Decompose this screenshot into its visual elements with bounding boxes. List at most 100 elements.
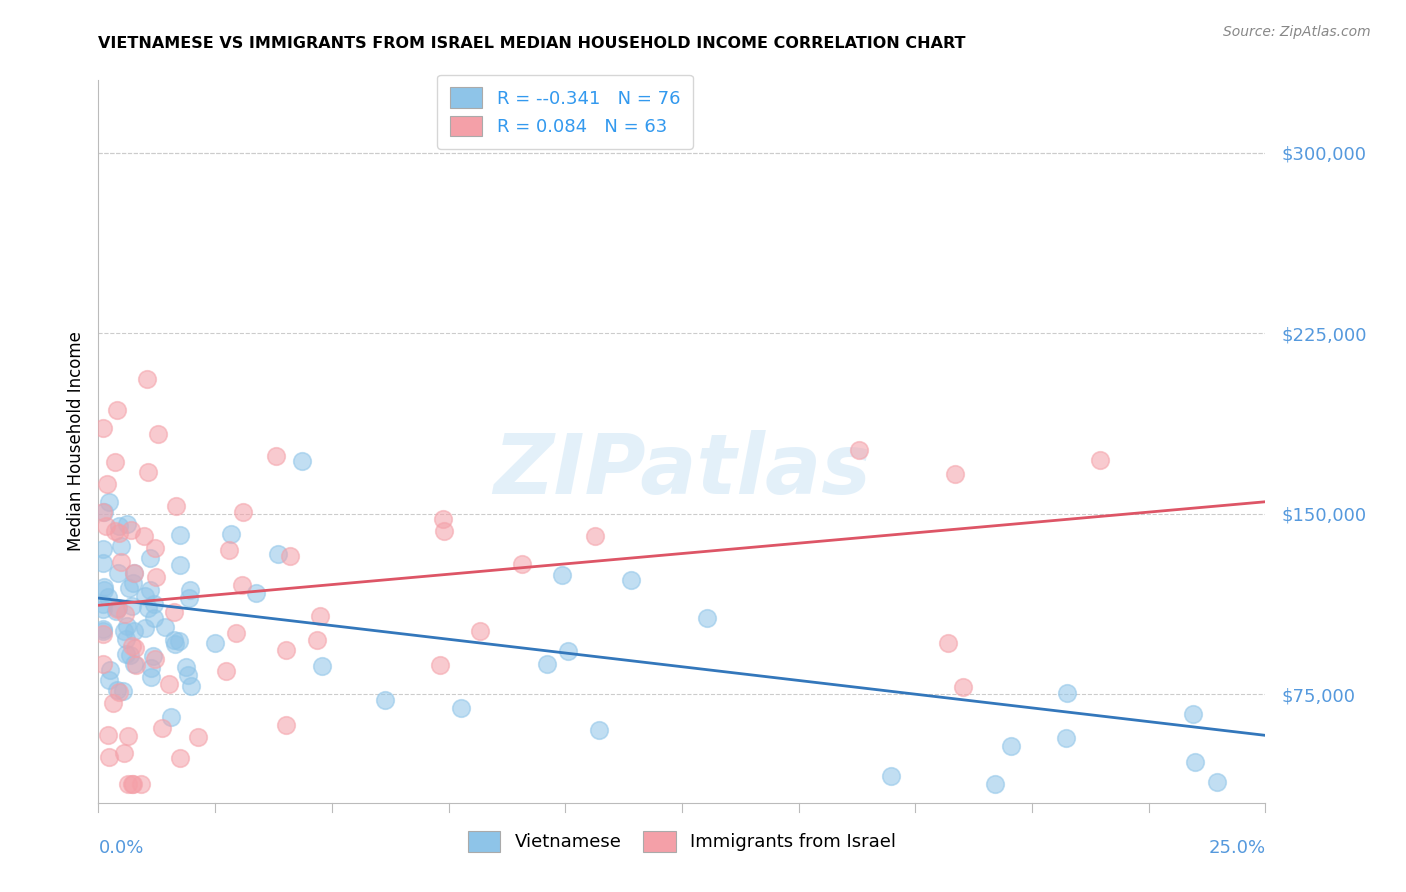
Point: [880, 768, 903, 782]
Text: ZIPatlas: ZIPatlas: [494, 430, 870, 511]
Point: [163, 633, 186, 648]
Point: [165, 500, 187, 514]
Point: [429, 657, 451, 672]
Point: [510, 557, 533, 571]
Point: [143, 597, 166, 611]
Point: [218, 543, 240, 558]
Point: [163, 605, 186, 619]
Point: [232, 505, 254, 519]
Point: [204, 636, 226, 650]
Point: [107, 566, 129, 581]
Point: [112, 746, 135, 760]
Point: [91, 602, 114, 616]
Point: [225, 626, 247, 640]
Point: [114, 648, 136, 662]
Point: [134, 621, 156, 635]
Point: [98, 495, 121, 509]
Point: [169, 751, 191, 765]
Point: [221, 527, 243, 541]
Text: VIETNAMESE VS IMMIGRANTS FROM ISRAEL MEDIAN HOUSEHOLD INCOME CORRELATION CHART: VIETNAMESE VS IMMIGRANTS FROM ISRAEL MED…: [98, 37, 966, 52]
Point: [118, 581, 141, 595]
Point: [107, 685, 129, 699]
Point: [374, 693, 396, 707]
Point: [124, 640, 146, 655]
Point: [121, 639, 143, 653]
Point: [557, 644, 579, 658]
Point: [583, 529, 606, 543]
Point: [112, 683, 135, 698]
Point: [91, 597, 114, 611]
Point: [93, 622, 115, 636]
Point: [943, 467, 966, 481]
Point: [984, 776, 1007, 790]
Point: [155, 620, 177, 634]
Point: [165, 637, 187, 651]
Point: [96, 519, 118, 533]
Point: [141, 660, 163, 674]
Point: [136, 465, 159, 479]
Legend: Vietnamese, Immigrants from Israel: Vietnamese, Immigrants from Israel: [461, 823, 903, 859]
Point: [108, 519, 131, 533]
Point: [267, 547, 290, 561]
Point: [91, 657, 114, 672]
Point: [187, 730, 209, 744]
Point: [308, 609, 330, 624]
Point: [91, 541, 114, 556]
Point: [129, 776, 152, 790]
Point: [105, 682, 128, 697]
Point: [139, 550, 162, 565]
Point: [588, 723, 610, 737]
Point: [121, 776, 143, 790]
Point: [936, 636, 959, 650]
Point: [1000, 739, 1022, 753]
Point: [264, 449, 287, 463]
Point: [148, 427, 170, 442]
Point: [91, 505, 114, 519]
Point: [93, 505, 115, 519]
Point: [120, 523, 142, 537]
Point: [115, 619, 138, 633]
Point: [1206, 774, 1229, 789]
Point: [1181, 706, 1204, 721]
Point: [142, 648, 165, 663]
Point: [105, 601, 128, 615]
Point: [174, 660, 197, 674]
Text: 0.0%: 0.0%: [98, 838, 143, 857]
Point: [169, 558, 191, 573]
Point: [143, 611, 166, 625]
Point: [1056, 686, 1078, 700]
Point: [180, 679, 202, 693]
Point: [620, 573, 643, 587]
Point: [122, 566, 145, 580]
Point: [105, 604, 128, 618]
Point: [91, 624, 114, 638]
Point: [433, 524, 456, 538]
Point: [179, 582, 201, 597]
Point: [114, 607, 136, 622]
Point: [98, 750, 121, 764]
Point: [122, 566, 145, 580]
Point: [117, 729, 139, 743]
Point: [97, 590, 120, 604]
Point: [122, 776, 145, 790]
Point: [122, 624, 145, 638]
Point: [121, 576, 143, 591]
Point: [450, 701, 472, 715]
Point: [139, 670, 162, 684]
Point: [177, 668, 200, 682]
Point: [98, 673, 121, 688]
Point: [132, 529, 155, 543]
Point: [696, 611, 718, 625]
Point: [305, 632, 328, 647]
Point: [104, 455, 127, 469]
Point: [215, 665, 238, 679]
Point: [143, 652, 166, 666]
Point: [91, 421, 114, 435]
Point: [93, 583, 115, 598]
Point: [1054, 731, 1077, 745]
Point: [105, 403, 128, 417]
Point: [120, 648, 142, 663]
Point: [848, 443, 870, 458]
Point: [1090, 453, 1112, 467]
Point: [143, 541, 166, 555]
